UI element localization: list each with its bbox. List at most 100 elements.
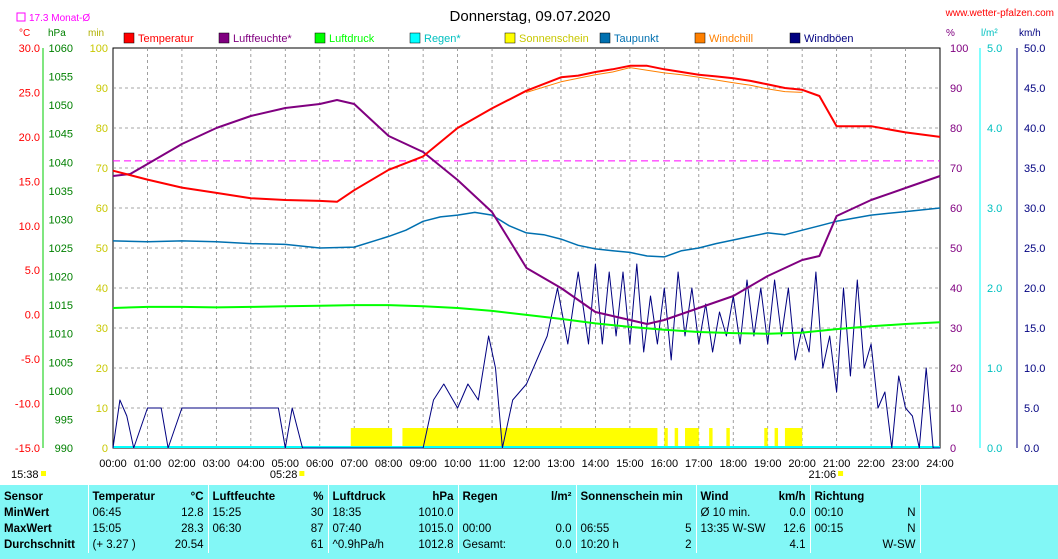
tick-label-time: 00:00 <box>99 458 127 470</box>
sun-min-time <box>575 505 646 521</box>
tick-label-time: 22:00 <box>857 458 885 470</box>
legend-label: Windböen <box>804 33 854 45</box>
tick-label-pressure: 1015 <box>49 300 73 312</box>
tick-label-minutes: 20 <box>96 363 108 375</box>
series-line-windchill <box>526 67 803 93</box>
sunshine-block <box>664 428 668 448</box>
tick-label-rain: 0.0 <box>987 443 1002 455</box>
tick-label-wind: 0.0 <box>1024 443 1039 455</box>
tick-label-time: 23:00 <box>892 458 920 470</box>
sun-avg-value: 2 <box>685 539 692 551</box>
header-rain-unit: l/m² <box>551 491 572 503</box>
tick-label-pressure: 1035 <box>49 186 73 198</box>
tick-label-humidity: 80 <box>950 123 962 135</box>
legend-label: Windchill <box>709 33 753 45</box>
tick-label-time: 13:00 <box>547 458 575 470</box>
tick-label-temp: -10.0 <box>15 399 40 411</box>
tick-label-pressure: 1060 <box>49 43 73 55</box>
sunshine-block <box>726 428 730 448</box>
tick-label-minutes: 0 <box>102 443 108 455</box>
tick-label-humidity: 30 <box>950 323 962 335</box>
rain-min-value <box>518 505 576 521</box>
tick-label-humidity: 50 <box>950 243 962 255</box>
tick-label-time: 18:00 <box>719 458 747 470</box>
hum-avg-time <box>207 537 273 553</box>
tick-label-pressure: 1030 <box>49 214 73 226</box>
sun-max-time: 06:55 <box>575 521 646 537</box>
header-pressure-unit: hPa <box>432 491 454 503</box>
tick-label-time: 12:00 <box>513 458 541 470</box>
tick-label-humidity: 90 <box>950 83 962 95</box>
legend-label: Taupunkt <box>614 33 659 45</box>
tick-label-time: 01:00 <box>134 458 162 470</box>
press-trend: ^0.9hPa/h <box>327 537 398 553</box>
rain-max-value: 0.0 <box>555 523 572 535</box>
header-temperature: Temperatur <box>87 485 158 505</box>
sunshine-block <box>685 428 699 448</box>
rain-total-label: Gesamt: <box>457 537 518 553</box>
temp-max-value: 28.3 <box>181 523 204 535</box>
tick-label-temp: 0.0 <box>25 310 40 322</box>
tick-label-minutes: 70 <box>96 163 108 175</box>
tick-label-pressure: 1055 <box>49 72 73 84</box>
temp-avg-value: 20.54 <box>174 539 204 551</box>
sunrise-marker <box>299 471 305 476</box>
tick-label-time: 11:00 <box>479 458 506 470</box>
tick-label-wind: 50.0 <box>1024 43 1045 55</box>
tick-label-pressure: 1000 <box>49 386 73 398</box>
hum-max-value: 87 <box>310 523 324 535</box>
legend-label: Sonnenschein <box>519 33 589 45</box>
tick-label-humidity: 100 <box>950 43 968 55</box>
tick-label-minutes: 80 <box>96 123 108 135</box>
wind-avg-label <box>695 537 758 553</box>
tick-label-rain: 5.0 <box>987 43 1002 55</box>
tick-label-temp: -5.0 <box>21 354 40 366</box>
legend-label: Luftdruck <box>329 33 375 45</box>
tick-label-humidity: 60 <box>950 203 962 215</box>
row-label: MinWert <box>4 507 50 519</box>
tick-label-time: 09:00 <box>409 458 437 470</box>
sunshine-block <box>764 428 768 448</box>
temp-min-time: 06:45 <box>87 505 158 521</box>
legend-swatch <box>789 32 801 44</box>
sunset-marker <box>838 471 844 476</box>
press-max-time: 07:40 <box>327 521 398 537</box>
header-humidity: Luftfeuchte <box>207 485 275 505</box>
series-line-windben <box>112 263 940 449</box>
weather-chart: 30.0 25.0 20.0 15.0 10.0 5.0 0.0 -5.0 -10.0 -15.0… <box>11 8 1054 481</box>
series-line-luftdruck <box>112 304 941 335</box>
stats-row-avg: Durchschnitt (+ 3.27 ) 20.54 61 ^0.9hPa/… <box>0 537 1058 553</box>
tick-label-wind: 20.0 <box>1024 283 1045 295</box>
tick-label-temp: 5.0 <box>25 265 40 277</box>
tick-label-time: 17:00 <box>685 458 713 470</box>
press-max-value: 1015.0 <box>418 523 454 535</box>
tick-label-pressure: 995 <box>55 414 73 426</box>
tick-label-humidity: 20 <box>950 363 962 375</box>
header-sensor: Sensor <box>4 491 43 503</box>
tick-label-rain: 1.0 <box>987 363 1002 375</box>
sun-total-hours: 10:20 h <box>575 537 646 553</box>
header-wind: Wind <box>695 485 758 505</box>
tick-label-minutes: 100 <box>90 43 108 55</box>
temp-max-time: 15:05 <box>87 521 158 537</box>
tick-label-time: 04:00 <box>237 458 265 470</box>
tick-label-wind: 35.0 <box>1024 163 1045 175</box>
temp-avg-delta: (+ 3.27 ) <box>87 537 158 553</box>
tick-label-humidity: 70 <box>950 163 962 175</box>
dir-min-value: N <box>907 507 916 519</box>
website-link[interactable]: www.wetter-pfalzen.com <box>945 8 1054 19</box>
pressure-unit-label: hPa <box>48 28 66 39</box>
tick-label-wind: 25.0 <box>1024 243 1045 255</box>
last-update-marker <box>41 471 46 476</box>
dir-avg-value: W-SW <box>882 539 916 551</box>
chart-title: Donnerstag, 09.07.2020 <box>450 8 611 25</box>
dir-max-value: N <box>907 523 916 535</box>
hum-avg-value: 61 <box>310 539 324 551</box>
tick-label-time: 07:00 <box>340 458 368 470</box>
series-line-temperatur <box>112 64 941 203</box>
legend-swatch <box>694 32 706 44</box>
header-rain: Regen <box>457 485 518 505</box>
temp-unit-label: °C <box>19 28 30 39</box>
tick-label-wind: 15.0 <box>1024 323 1045 335</box>
header-humidity-unit: % <box>313 491 324 503</box>
